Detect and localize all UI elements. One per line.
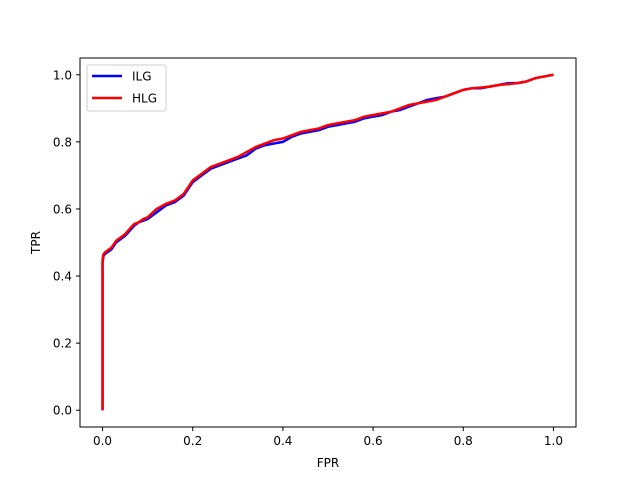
axes-layer <box>79 57 577 428</box>
y-tick-label: 1.0 <box>53 68 72 82</box>
y-axis-ticks: 0.0 0.2 0.4 0.6 0.8 1.0 <box>53 68 80 418</box>
y-tick-label: 0.6 <box>53 202 72 216</box>
axes-frame <box>79 57 577 428</box>
y-tick-label: 0.8 <box>53 135 72 149</box>
series-layer <box>101 73 554 411</box>
y-tick-label: 0.0 <box>53 404 72 418</box>
y-tick-label: 0.4 <box>53 270 72 284</box>
x-tick-label: 0.6 <box>364 434 383 448</box>
series-line-hlg <box>101 73 554 411</box>
legend-label-ilg: ILG <box>132 70 152 84</box>
y-tick-label: 0.2 <box>53 337 72 351</box>
x-tick-label: 1.0 <box>544 434 563 448</box>
x-axis-title: FPR <box>317 456 339 470</box>
legend-label-hlg: HLG <box>132 92 157 106</box>
x-tick-label: 0.2 <box>183 434 202 448</box>
x-axis-ticks: 0.0 0.2 0.4 0.6 0.8 1.0 <box>93 427 563 448</box>
legend: ILG HLG <box>86 64 167 112</box>
plot-area <box>80 58 576 427</box>
y-axis-title: TPR <box>29 231 43 255</box>
x-tick-label: 0.4 <box>273 434 292 448</box>
x-tick-label: 0.0 <box>93 434 112 448</box>
x-tick-label: 0.8 <box>454 434 473 448</box>
